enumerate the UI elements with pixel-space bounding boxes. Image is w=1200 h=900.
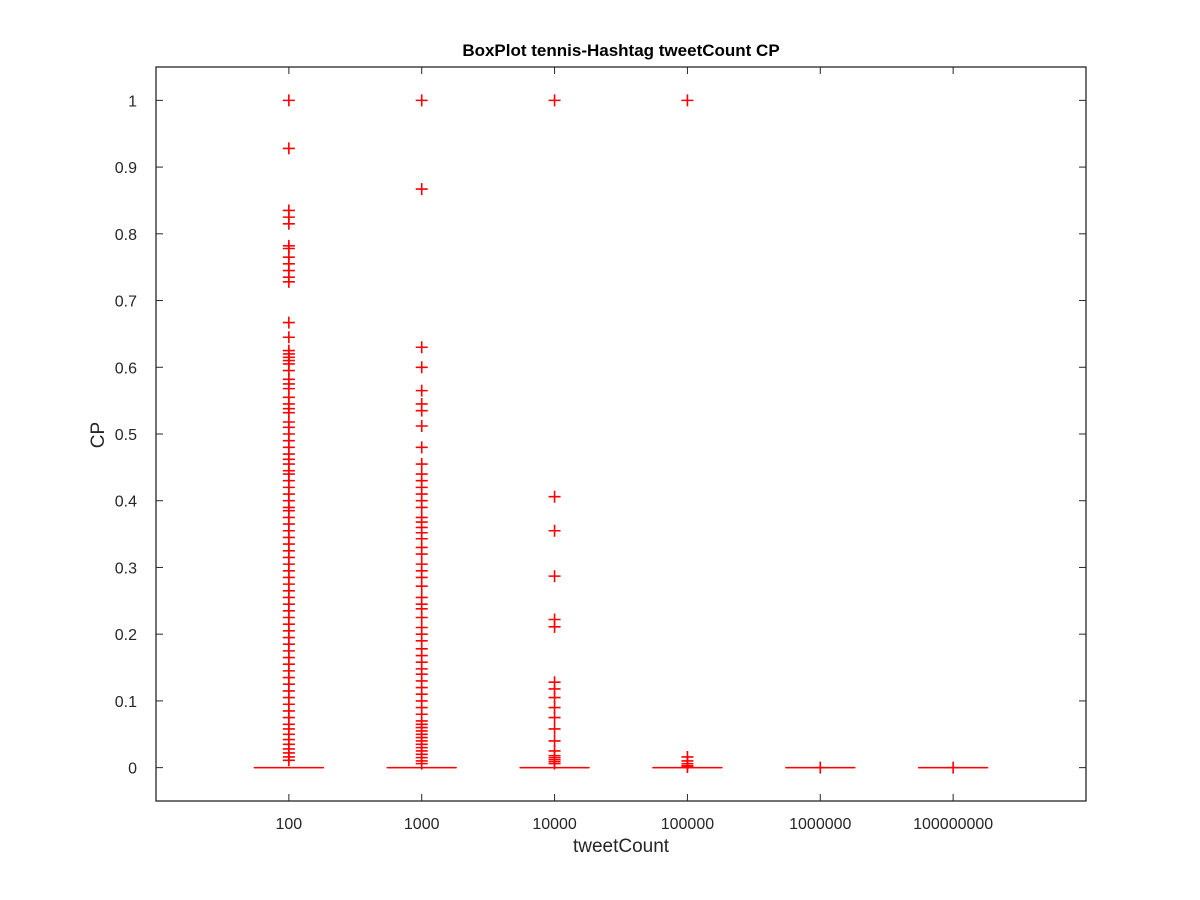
outlier-point: [814, 761, 827, 774]
outlier-point: [548, 691, 561, 704]
outlier-point: [415, 94, 428, 107]
outlier-point: [415, 341, 428, 354]
y-tick-label: 0.1: [115, 694, 137, 711]
y-tick-label: 0.3: [115, 560, 137, 577]
box-group-10000: [519, 94, 590, 770]
outlier-point: [282, 275, 295, 288]
chart-title: BoxPlot tennis-Hashtag tweetCount CP: [462, 41, 779, 60]
outlier-point: [282, 217, 295, 230]
x-axis-label: tweetCount: [573, 836, 670, 857]
outlier-point: [548, 701, 561, 714]
outlier-point: [415, 361, 428, 374]
outlier-point: [415, 580, 428, 593]
y-tick-label: 1: [128, 93, 137, 110]
outlier-point: [548, 757, 561, 770]
outlier-point: [415, 183, 428, 196]
y-tick-label: 0.6: [115, 360, 137, 377]
x-axis: 100 1000 10000 100000 1000000 100000000: [276, 67, 993, 833]
box-group-100000: [652, 94, 723, 773]
outlier-point: [681, 94, 694, 107]
outlier-point: [415, 419, 428, 432]
y-tick-label: 0.4: [115, 494, 137, 511]
outlier-point: [415, 548, 428, 561]
y-tick-label: 0.9: [115, 160, 137, 177]
y-tick-label: 0.5: [115, 427, 137, 444]
outlier-point: [282, 142, 295, 155]
outlier-point: [415, 404, 428, 417]
x-tick-label: 100: [276, 816, 303, 833]
box-group-1000000: [785, 761, 856, 774]
outlier-point: [548, 94, 561, 107]
outlier-point: [548, 734, 561, 747]
outlier-point: [415, 441, 428, 454]
outlier-point: [548, 711, 561, 724]
box-group-100: [253, 94, 325, 769]
outlier-point: [548, 722, 561, 735]
y-tick-label: 0.7: [115, 294, 137, 311]
box-group-100000000: [917, 761, 989, 774]
y-axis: 0 0.1 0.2 0.3 0.4 0.5 0.6 0.7 0.8 0.9 1: [115, 93, 1086, 778]
x-tick-label: 1000: [404, 816, 440, 833]
x-tick-label: 10000: [532, 816, 577, 833]
y-tick-label: 0.8: [115, 227, 137, 244]
outlier-point: [282, 94, 295, 107]
x-tick-label: 1000000: [789, 816, 851, 833]
x-tick-label: 100000000: [913, 816, 993, 833]
y-axis-label: CP: [88, 422, 109, 448]
box-group-1000: [386, 94, 457, 770]
outlier-point: [548, 524, 561, 537]
y-tick-label: 0: [128, 761, 137, 778]
outlier-point: [415, 757, 428, 770]
outlier-point: [415, 611, 428, 624]
outlier-point: [282, 331, 295, 344]
outlier-point: [415, 501, 428, 514]
outlier-point: [282, 754, 295, 767]
outlier-point: [947, 761, 960, 774]
outlier-point: [415, 384, 428, 397]
y-tick-label: 0.2: [115, 627, 137, 644]
plot-area: [253, 94, 989, 774]
outlier-point: [548, 490, 561, 503]
outlier-point: [548, 570, 561, 583]
outlier-point: [282, 316, 295, 329]
x-tick-label: 100000: [661, 816, 714, 833]
outlier-point: [415, 458, 428, 471]
outlier-point: [548, 620, 561, 633]
axes-frame: [155, 66, 1087, 802]
outlier-point: [681, 760, 694, 773]
